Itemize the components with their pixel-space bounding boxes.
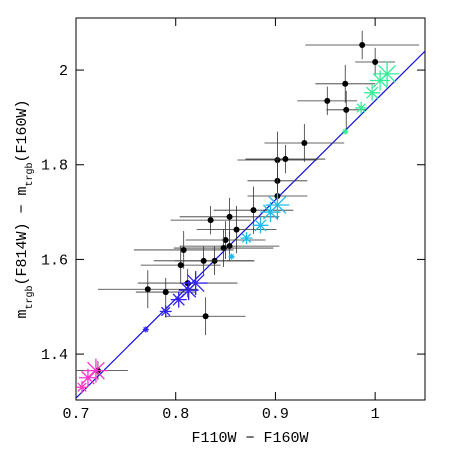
star-marker	[252, 217, 269, 234]
star-marker	[83, 358, 108, 383]
y-label-subscript: trgb	[24, 286, 36, 310]
data-point	[180, 246, 187, 253]
star-marker	[375, 61, 400, 86]
data-point	[177, 262, 184, 269]
x-tick-label: 0.7	[62, 406, 89, 423]
data-point	[162, 289, 169, 296]
plot-frame	[75, 17, 426, 401]
star-marker	[240, 232, 253, 245]
data-point	[222, 237, 229, 244]
star-marker	[364, 84, 381, 101]
data-point	[372, 59, 379, 66]
data-point	[301, 139, 308, 146]
star-ray	[86, 361, 105, 380]
data-point	[144, 286, 151, 293]
data-point	[250, 207, 257, 214]
plot-area	[76, 30, 425, 399]
data-point	[359, 41, 366, 48]
star-ray	[378, 64, 397, 83]
data-point	[226, 213, 233, 220]
star-ray	[161, 306, 171, 317]
star-marker	[76, 381, 88, 394]
data-point	[200, 257, 207, 264]
star-marker	[342, 128, 349, 135]
y-tick-label: 1.4	[41, 347, 68, 364]
star-marker	[265, 192, 290, 217]
y-label-part: (F160W)	[14, 99, 31, 162]
y-tick-label: 1.8	[41, 158, 68, 175]
x-tick-label: 0.9	[262, 406, 289, 423]
y-tick-label: 1.6	[41, 252, 68, 269]
star-ray	[186, 274, 205, 293]
y-label-part: (F814W) − m	[14, 186, 31, 285]
y-tick-label: 2	[59, 63, 68, 80]
data-point	[207, 217, 214, 224]
star-marker	[142, 326, 149, 333]
fit-line	[76, 50, 425, 399]
star-ray	[356, 103, 366, 113]
x-tick-label: 0.8	[162, 406, 189, 423]
x-tick-label: 1	[371, 406, 380, 423]
star-ray	[77, 382, 87, 392]
y-axis-label: mtrgb(F814W) − mtrgb(F160W)	[14, 99, 36, 318]
star-marker	[183, 271, 208, 296]
y-label-part: m	[14, 310, 31, 319]
data-point	[343, 106, 350, 113]
star-ray	[366, 86, 379, 99]
y-label-subscript: trgb	[24, 162, 36, 186]
data-point	[342, 80, 349, 87]
data-point	[324, 97, 331, 104]
star-ray	[254, 219, 267, 232]
star-ray	[342, 129, 348, 135]
star-marker	[228, 253, 235, 260]
data-point	[202, 313, 209, 320]
star-ray	[143, 326, 149, 333]
star-ray	[268, 196, 287, 214]
star-marker	[159, 305, 172, 318]
data-point	[282, 156, 289, 163]
x-axis-label: F110W − F160W	[191, 430, 308, 447]
star-marker	[355, 101, 368, 114]
data-point	[233, 226, 240, 233]
star-ray	[228, 253, 235, 260]
star-ray	[241, 233, 252, 243]
